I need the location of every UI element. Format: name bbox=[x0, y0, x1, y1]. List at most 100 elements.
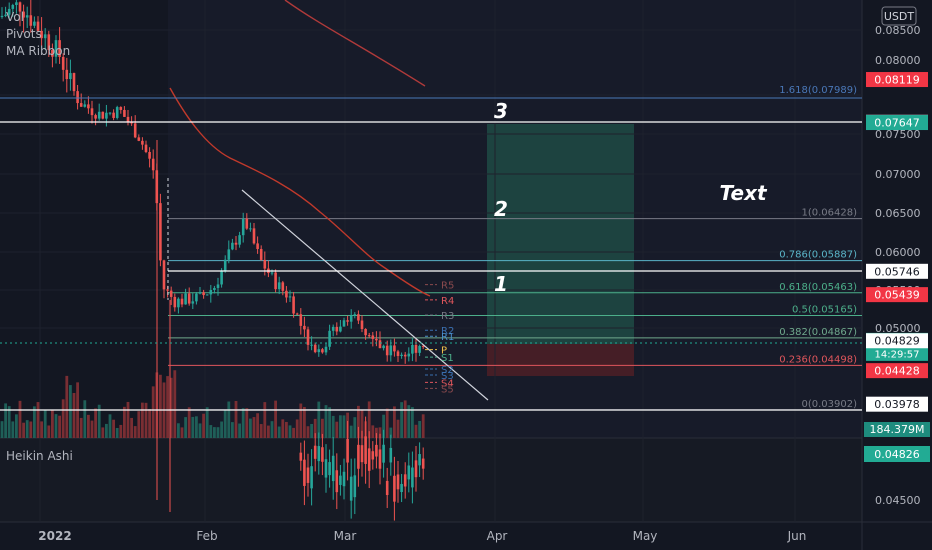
price-tag[interactable]: 0.05439 bbox=[866, 287, 928, 303]
candle-body bbox=[202, 292, 205, 296]
legend-ma-ribbon[interactable]: MA Ribbon bbox=[6, 44, 70, 58]
volume-bar bbox=[360, 410, 364, 438]
candle-body bbox=[378, 340, 382, 349]
long-position-stop-zone[interactable] bbox=[487, 344, 634, 376]
candle-body bbox=[47, 34, 51, 50]
candle-body bbox=[418, 345, 421, 353]
price-tag[interactable]: 0.04829 bbox=[866, 333, 928, 349]
candle-body bbox=[292, 296, 295, 314]
candle-body bbox=[310, 344, 313, 346]
volume-bar bbox=[396, 419, 400, 438]
volume-bar bbox=[184, 417, 187, 438]
price-axis-tick: 0.05000 bbox=[875, 322, 921, 335]
candle-body bbox=[76, 91, 79, 104]
long-position-profit-zone[interactable] bbox=[487, 124, 634, 344]
price-tags: 0.081190.076500.076470.057460.054390.048… bbox=[864, 72, 930, 462]
volume-tag[interactable]: 184.379M bbox=[864, 422, 930, 437]
annotation-text[interactable]: Text bbox=[719, 181, 768, 205]
pivot-label: R4 bbox=[441, 296, 454, 307]
candle-body bbox=[353, 314, 357, 316]
pivot-label: R3 bbox=[441, 311, 454, 322]
volume-bar bbox=[357, 405, 360, 438]
volume-bar bbox=[281, 419, 285, 438]
annotation-1[interactable]: 1 bbox=[494, 272, 508, 296]
candle-body bbox=[389, 345, 393, 356]
pivot-label: S2 bbox=[441, 365, 454, 376]
price-tag[interactable]: 0.04428 bbox=[866, 363, 928, 379]
candle-body bbox=[137, 137, 141, 141]
candle-body bbox=[4, 14, 7, 16]
volume-bar bbox=[241, 408, 245, 438]
candle-body bbox=[288, 296, 292, 298]
heikin-body bbox=[349, 476, 353, 501]
price-tag[interactable]: 0.05746 bbox=[866, 263, 928, 279]
price-tag[interactable]: 0.07647 bbox=[866, 115, 928, 131]
volume-bar bbox=[151, 386, 155, 438]
price-tag[interactable]: 0.03978 bbox=[866, 396, 928, 412]
price-tag-bg bbox=[866, 115, 928, 131]
candle-body bbox=[15, 2, 18, 5]
time-axis-tick: Feb bbox=[196, 529, 217, 543]
volume-bar bbox=[177, 423, 180, 438]
legend-heikin-ashi[interactable]: Heikin Ashi bbox=[6, 449, 73, 463]
candle-body bbox=[33, 21, 36, 26]
volume-bar bbox=[270, 421, 274, 438]
legend-pivots[interactable]: Pivots bbox=[6, 27, 42, 41]
candle-body bbox=[216, 284, 220, 288]
price-tag-bg bbox=[866, 396, 928, 412]
currency-button[interactable] bbox=[881, 6, 917, 26]
fib-label: 0.236(0.04498) bbox=[779, 354, 857, 365]
volume-bar bbox=[15, 414, 18, 438]
price-tag[interactable]: 0.08119 bbox=[866, 72, 928, 88]
volume-bar bbox=[87, 414, 90, 438]
volume-bar bbox=[83, 400, 87, 438]
volume-bar bbox=[339, 415, 342, 438]
legend-vol[interactable]: Vol bbox=[6, 10, 24, 24]
pivot-label: S1 bbox=[441, 353, 454, 364]
candle-body bbox=[357, 314, 360, 321]
heikin-body bbox=[421, 458, 425, 469]
volume-bar bbox=[130, 417, 133, 438]
volume-bar bbox=[180, 427, 184, 438]
heikin-body bbox=[364, 436, 367, 464]
volume-bar bbox=[72, 392, 76, 438]
candle-body bbox=[90, 108, 94, 116]
pivot-label: R1 bbox=[441, 332, 454, 343]
fib-label: 0(0.03902) bbox=[801, 399, 857, 410]
candle-body bbox=[29, 15, 33, 26]
candle-body bbox=[349, 315, 353, 322]
candle-body bbox=[119, 107, 123, 110]
candle-body bbox=[328, 330, 331, 347]
volume-bar bbox=[421, 414, 425, 438]
volume-tag-label: 184.379M bbox=[870, 423, 925, 436]
candle-body bbox=[285, 290, 288, 298]
volume-bar bbox=[209, 425, 213, 438]
annotation-3[interactable]: 3 bbox=[494, 99, 508, 123]
volume-bar bbox=[18, 400, 22, 438]
candle-body bbox=[411, 344, 414, 354]
volume-bar bbox=[231, 422, 234, 438]
heikin-body bbox=[321, 447, 324, 462]
volume-bar bbox=[371, 425, 375, 438]
candle-body bbox=[184, 293, 187, 305]
volume-bar bbox=[256, 413, 259, 438]
volume-bar bbox=[198, 423, 202, 438]
candle-body bbox=[360, 320, 364, 330]
heikin-body bbox=[310, 466, 313, 489]
heikin-body bbox=[328, 462, 331, 476]
candle-body bbox=[414, 344, 418, 353]
heikin-body bbox=[418, 454, 421, 466]
price-axis-tick: 0.04500 bbox=[875, 494, 921, 507]
fib-label: 0.786(0.05887) bbox=[779, 250, 857, 261]
trend-line[interactable] bbox=[241, 189, 489, 401]
candle-body bbox=[105, 112, 108, 119]
heikin-price-tag[interactable]: 0.04826 bbox=[864, 446, 930, 462]
volume-bar bbox=[126, 401, 130, 438]
candle-body bbox=[346, 320, 349, 322]
volume-bar bbox=[90, 420, 94, 438]
volume-bar bbox=[195, 416, 198, 438]
annotation-2[interactable]: 2 bbox=[494, 197, 508, 221]
volume-bar bbox=[414, 424, 418, 438]
